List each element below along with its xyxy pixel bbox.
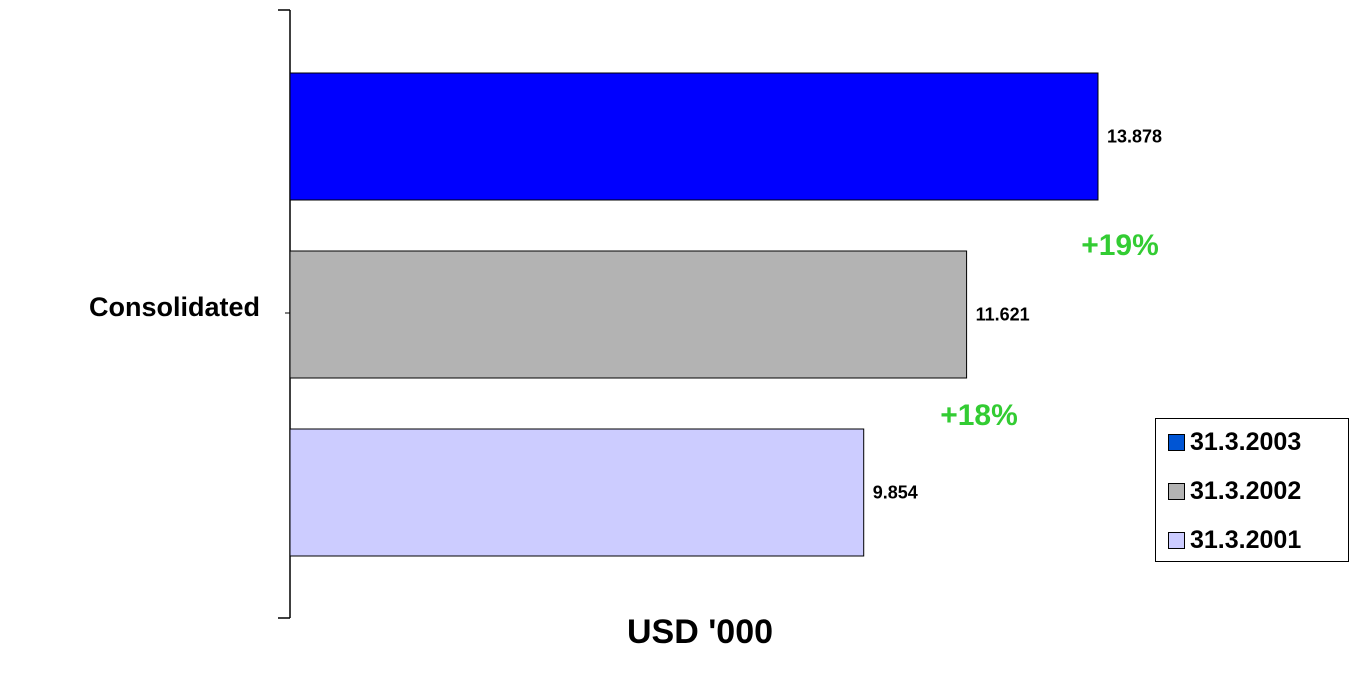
legend-label-2003: 31.3.2003 [1190, 427, 1302, 456]
legend-swatch-2002 [1168, 482, 1185, 500]
legend-swatch-2003 [1168, 433, 1185, 451]
bar-2003 [289, 72, 1099, 201]
bar-value-label-2002: 11.621 [976, 305, 1030, 325]
category-label: Consolidated [88, 292, 260, 322]
bar-value-label-2001: 9.854 [873, 483, 918, 503]
bar-2001 [289, 428, 865, 557]
legend-label-2001: 31.3.2001 [1190, 525, 1302, 554]
legend: 31.3.2003 31.3.2002 31.3.2001 [1155, 418, 1349, 562]
bar-2002 [289, 250, 968, 379]
legend-item-2001: 31.3.2001 [1168, 523, 1301, 557]
legend-item-2003: 31.3.2003 [1168, 425, 1301, 459]
bar-value-label-2003: 13.878 [1107, 127, 1162, 147]
growth-annotation-1: +19% [1081, 229, 1159, 262]
growth-annotation-2: +18% [940, 399, 1018, 432]
legend-swatch-2001 [1168, 531, 1185, 549]
x-axis-title: USD '000 [626, 613, 774, 651]
legend-label-2002: 31.3.2002 [1190, 476, 1302, 505]
legend-item-2002: 31.3.2002 [1168, 474, 1301, 508]
